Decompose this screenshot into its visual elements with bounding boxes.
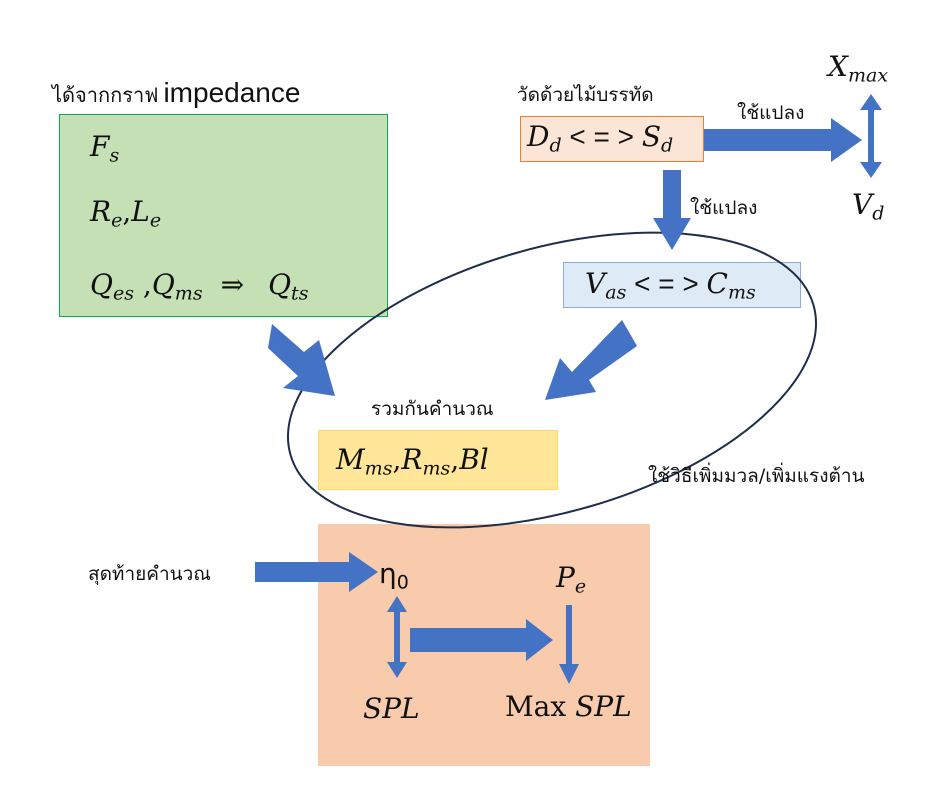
re-sub: e xyxy=(111,209,123,232)
qes-base: Q xyxy=(90,268,113,301)
xmax-symbol: Xmax xyxy=(828,50,889,87)
max-word: Max xyxy=(505,690,567,723)
re-le-symbols: Re,Le xyxy=(90,195,162,232)
qms-sub: ms xyxy=(174,282,203,305)
vas-cms-box xyxy=(563,262,801,308)
mms-base: M xyxy=(336,443,365,476)
arrow-blue-to-yellow xyxy=(545,320,637,400)
pe-base: P xyxy=(556,561,575,594)
eta0-symbol: η0 xyxy=(379,557,409,594)
dd-base: D xyxy=(527,120,550,153)
arrow-eta-to-maxspl xyxy=(410,619,553,661)
max-spl-symbol: Max SPL xyxy=(505,690,632,723)
cms-base: C xyxy=(706,267,728,300)
dd-sd-formula: Dd < = > Sd xyxy=(527,120,674,157)
from-impedance-word: impedance xyxy=(163,77,301,108)
le-base: L xyxy=(131,195,150,228)
qts-base: Q xyxy=(268,268,292,301)
eta-sub: 0 xyxy=(396,571,409,594)
rms-base: R xyxy=(401,443,423,476)
bl-symbol: Bl xyxy=(459,443,489,476)
arrow-final-to-eta xyxy=(255,552,378,592)
arrow-orange-to-blue xyxy=(653,170,691,250)
rms-bl-sep: , xyxy=(450,443,460,476)
vas-base: V xyxy=(585,267,606,300)
qts-sub: ts xyxy=(291,282,309,305)
vas-sub: as xyxy=(605,281,627,304)
xmax-base: X xyxy=(828,50,848,83)
mms-rms-sep: , xyxy=(392,443,402,476)
pe-sub: e xyxy=(574,575,587,598)
cms-sub: ms xyxy=(727,281,756,304)
mms-sub: ms xyxy=(364,457,393,480)
dd-sub: d xyxy=(549,134,562,157)
arrow-xmax-vd xyxy=(860,94,882,178)
spl-symbol: SPL xyxy=(363,692,420,725)
mms-rms-bl-formula: Mms,Rms,Bl xyxy=(336,443,489,480)
final-calc-label: สุดท้ายคำนวณ xyxy=(88,563,211,585)
arrow-orange-to-xmax xyxy=(704,118,862,162)
vas-cms-op: < = > xyxy=(626,268,707,299)
vas-cms-formula: Vas < = > Cms xyxy=(585,267,756,304)
pe-symbol: Pe xyxy=(556,561,587,598)
eta-base: η xyxy=(379,557,397,590)
re-le-sep: , xyxy=(122,195,132,228)
use-convert-down-label: ใช้แปลง xyxy=(690,197,758,219)
implies-symbol: ⇒ xyxy=(220,268,245,301)
re-base: R xyxy=(90,195,112,228)
arrow-pe-to-maxspl xyxy=(559,605,579,684)
fs-base: F xyxy=(90,130,110,163)
le-sub: e xyxy=(149,209,162,232)
sd-sub: d xyxy=(661,134,674,157)
max-spl-word: SPL xyxy=(575,690,632,723)
qms-base: Q xyxy=(151,268,175,301)
measure-ruler-label: วัดด้วยไม้บรรทัด xyxy=(517,84,654,106)
xmax-sub: max xyxy=(847,64,889,87)
from-impedance-prefix: ได้จากกราฟ xyxy=(52,83,159,107)
arrow-green-to-yellow xyxy=(268,324,335,396)
qes-sub: es xyxy=(112,282,134,305)
dd-sd-op: < = > xyxy=(561,121,642,152)
impedance-params-box xyxy=(59,114,388,317)
qes-qms-qts-symbols: Qes ,Qms ⇒ Qts xyxy=(90,268,309,305)
calc-group-ellipse xyxy=(287,231,817,529)
vd-symbol: Vd xyxy=(852,188,885,225)
arrow-eta-spl xyxy=(387,596,407,678)
from-impedance-label: ได้จากกราฟ impedance xyxy=(52,77,300,111)
combine-calc-label: รวมกันคำนวณ xyxy=(371,398,494,420)
vd-base: V xyxy=(852,188,873,221)
qes-qms-sep: , xyxy=(134,268,152,301)
mms-rms-bl-box xyxy=(318,430,558,490)
added-mass-method-label: ใช้วิธีเพิ่มมวล/เพิ่มแรงต้าน xyxy=(648,465,865,487)
fs-symbol: Fs xyxy=(90,130,120,167)
sd-base: S xyxy=(641,120,661,153)
fs-sub: s xyxy=(109,144,120,167)
vd-sub: d xyxy=(872,202,885,225)
use-convert-right-label: ใช้แปลง xyxy=(737,102,805,124)
rms-sub: ms xyxy=(422,457,451,480)
dd-sd-box xyxy=(520,116,704,162)
